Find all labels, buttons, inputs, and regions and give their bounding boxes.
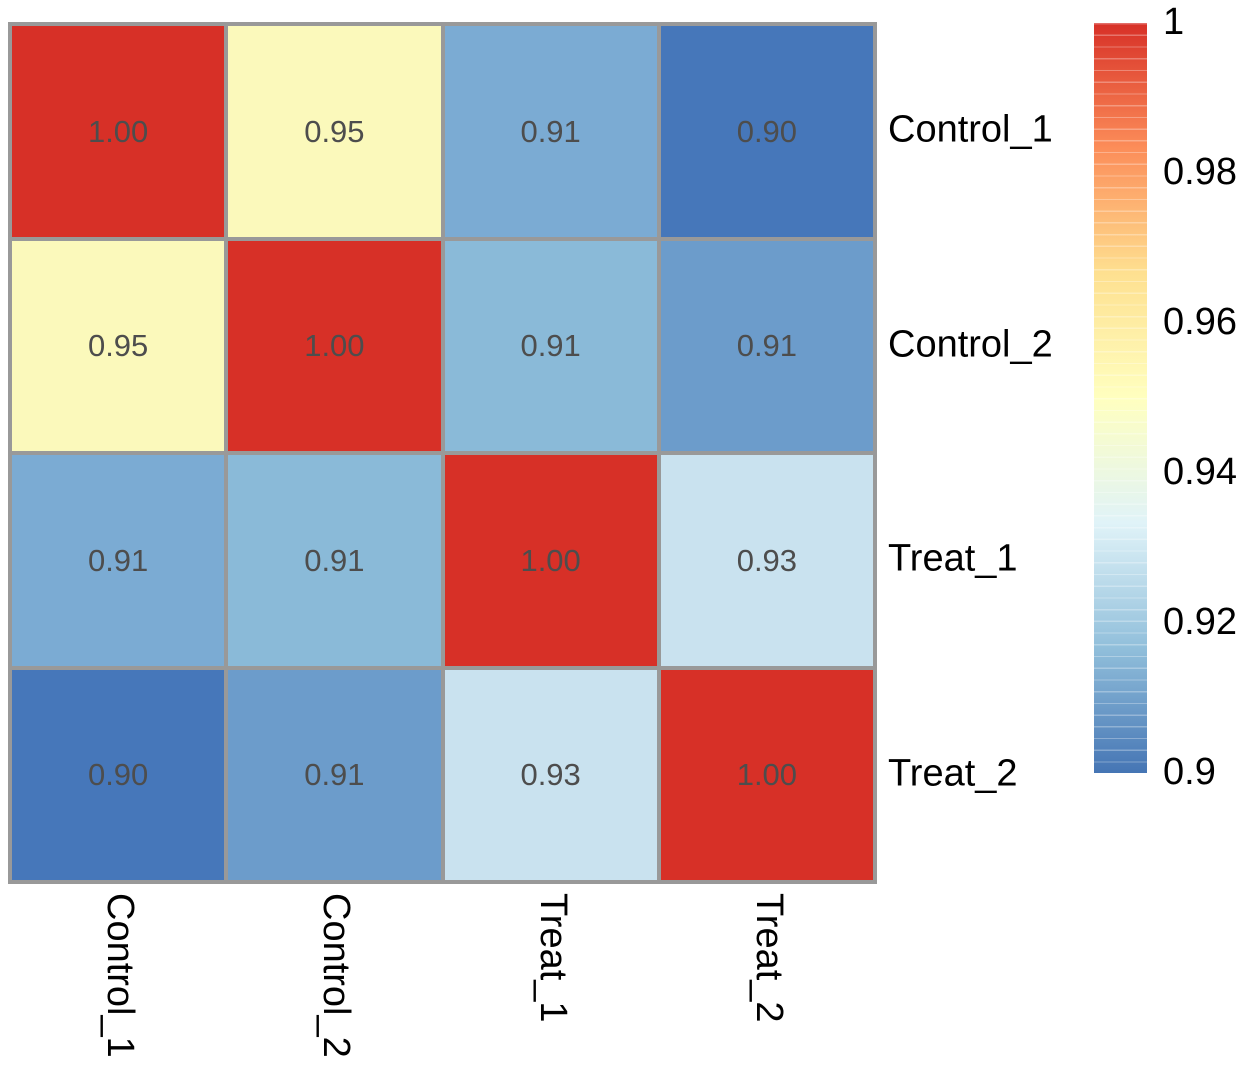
heatmap-cell-Treat_2-Treat_2: 1.00 bbox=[660, 669, 873, 880]
heatmap-cell-Control_1-Control_2: 0.95 bbox=[228, 26, 441, 237]
heatmap-cell-Control_2-Treat_2: 0.91 bbox=[660, 240, 873, 451]
column-label-Treat_1: Treat_1 bbox=[531, 893, 574, 1023]
cell-value-label: 0.91 bbox=[520, 113, 581, 149]
colorbar-tick-0.92: 0.92 bbox=[1163, 601, 1237, 644]
cell-value-label: 0.90 bbox=[87, 757, 149, 793]
column-label-Control_2: Control_2 bbox=[315, 893, 358, 1058]
colorbar-tick-0.94: 0.94 bbox=[1163, 451, 1237, 494]
cell-value-label: 0.95 bbox=[87, 328, 149, 364]
cell-value-label: 1.00 bbox=[304, 328, 365, 364]
colorbar-gradient bbox=[1094, 23, 1147, 773]
heatmap-grid: 1.00 0.95 0.91 0.90 0.95 1.00 0.91 0.91 0.91 0.91… bbox=[8, 22, 877, 884]
cell-value-label: 0.93 bbox=[520, 757, 581, 793]
row-label-Control_1: Control_1 bbox=[888, 108, 1053, 151]
colorbar-tick-0.9: 0.9 bbox=[1163, 751, 1216, 794]
heatmap-cell-Control_1-Treat_2: 0.90 bbox=[660, 26, 873, 237]
heatmap-cell-Treat_1-Treat_1: 1.00 bbox=[444, 455, 657, 666]
cell-value-label: 1.00 bbox=[87, 113, 149, 149]
heatmap-cell-Treat_1-Treat_2: 0.93 bbox=[660, 455, 873, 666]
cell-value-label: 1.00 bbox=[736, 757, 798, 793]
cell-value-label: 0.90 bbox=[736, 113, 798, 149]
heatmap-cell-Treat_1-Control_2: 0.91 bbox=[228, 455, 441, 666]
heatmap-cell-Control_1-Treat_1: 0.91 bbox=[444, 26, 657, 237]
colorbar-tick-0.96: 0.96 bbox=[1163, 301, 1237, 344]
heatmap-cell-Treat_1-Control_1: 0.91 bbox=[12, 455, 225, 666]
cell-value-label: 0.95 bbox=[304, 113, 365, 149]
heatmap-cell-Treat_2-Control_2: 0.91 bbox=[228, 669, 441, 880]
colorbar-tick-1: 1 bbox=[1163, 1, 1185, 44]
row-label-Control_2: Control_2 bbox=[888, 323, 1053, 366]
heatmap-cell-Treat_2-Control_1: 0.90 bbox=[12, 669, 225, 880]
colorbar-stripes bbox=[1094, 23, 1147, 773]
cell-value-label: 0.91 bbox=[736, 328, 798, 364]
heatmap-cell-Control_2-Control_1: 0.95 bbox=[12, 240, 225, 451]
cell-value-label: 0.91 bbox=[87, 542, 149, 578]
cell-value-label: 0.93 bbox=[736, 542, 798, 578]
heatmap-cell-Control_2-Control_2: 1.00 bbox=[228, 240, 441, 451]
row-label-Treat_1: Treat_1 bbox=[888, 537, 1018, 580]
cell-value-label: 0.91 bbox=[304, 757, 365, 793]
heatmap-cell-Control_1-Control_1: 1.00 bbox=[12, 26, 225, 237]
column-label-Control_1: Control_1 bbox=[99, 893, 142, 1058]
heatmap-cell-Treat_2-Treat_1: 0.93 bbox=[444, 669, 657, 880]
cell-value-label: 0.91 bbox=[520, 328, 581, 364]
row-label-Treat_2: Treat_2 bbox=[888, 752, 1018, 795]
heatmap-cell-Control_2-Treat_1: 0.91 bbox=[444, 240, 657, 451]
column-label-Treat_2: Treat_2 bbox=[747, 893, 790, 1023]
colorbar-tick-0.98: 0.98 bbox=[1163, 151, 1237, 194]
cell-value-label: 0.91 bbox=[304, 542, 365, 578]
cell-value-label: 1.00 bbox=[520, 542, 581, 578]
